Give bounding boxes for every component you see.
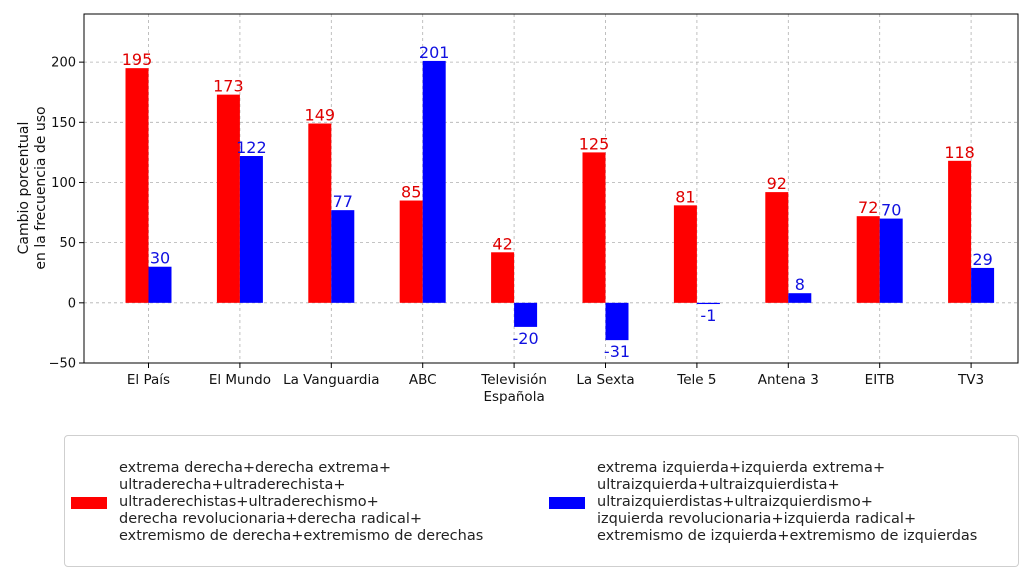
legend-label-line: extrema derecha+derecha extrema+ — [119, 460, 392, 476]
legend-label-line: ultraizquierdistas+ultraizquierdismo+ — [597, 494, 873, 510]
data-label: 149 — [305, 106, 336, 125]
data-label: 118 — [944, 143, 975, 162]
y-tick-label: 50 — [59, 236, 76, 251]
bar — [331, 210, 355, 303]
y-tick-label: 150 — [51, 116, 76, 131]
x-tick-label: EITB — [865, 372, 895, 388]
legend-label-blue: extrema izquierda+izquierda extrema+ ult… — [597, 460, 977, 545]
y-tick-label: 0 — [68, 296, 76, 311]
data-label: -20 — [513, 329, 539, 348]
y-axis-label-line: Cambio porcentual — [16, 122, 32, 255]
legend-label-line: derecha revolucionaria+derecha radical+ — [119, 511, 423, 527]
data-label: 77 — [333, 192, 353, 211]
x-axis: El País El Mundo La Vanguardia ABC Televisió… — [127, 363, 984, 405]
bar — [308, 123, 332, 303]
data-label: 122 — [236, 138, 267, 157]
data-label: 81 — [675, 187, 695, 206]
y-axis-label: Cambio porcentualen la frecuencia de uso — [16, 106, 49, 269]
legend-label-line: izquierda revolucionaria+izquierda radic… — [597, 511, 917, 527]
data-label: 29 — [972, 250, 992, 269]
bar-chart: −50 0 50 100 150 200 El País El Mundo La Vangua… — [16, 13, 1019, 405]
legend-label-red: extrema derecha+derecha extrema+ ultrade… — [119, 460, 483, 545]
legend-swatch-red — [71, 496, 107, 509]
bar — [239, 156, 263, 303]
bar — [971, 267, 995, 303]
bar — [399, 200, 423, 303]
data-label: 85 — [401, 183, 421, 202]
legend-swatch-blue — [549, 496, 585, 509]
legend-label-line: ultraderechistas+ultraderechismo+ — [119, 494, 379, 510]
data-label: 30 — [150, 249, 170, 268]
data-label: 72 — [858, 198, 878, 217]
bar — [879, 218, 903, 303]
x-tick-label: Española — [483, 389, 544, 405]
bar — [148, 266, 172, 303]
bar — [582, 152, 606, 303]
x-tick-label: ABC — [409, 372, 437, 388]
bar — [216, 94, 240, 303]
plot-frame — [83, 13, 1019, 364]
bar — [948, 160, 972, 303]
legend-entry-blue: extrema izquierda+izquierda extrema+ ult… — [549, 460, 977, 545]
bar — [765, 192, 789, 303]
bar — [788, 293, 812, 303]
legend-label-line: extrema izquierda+izquierda extrema+ — [597, 460, 886, 476]
bar — [696, 302, 720, 305]
x-tick-label: TV3 — [957, 372, 984, 388]
legend-entry-red: extrema derecha+derecha extrema+ ultrade… — [71, 460, 483, 545]
bar — [856, 216, 880, 303]
bar — [605, 302, 629, 341]
bar — [673, 205, 697, 303]
bar — [422, 60, 446, 303]
data-label: 125 — [579, 134, 610, 153]
x-tick-label: La Vanguardia — [283, 372, 379, 388]
legend: extrema derecha+derecha extrema+ ultrade… — [64, 435, 1019, 567]
data-label: 8 — [795, 275, 805, 294]
x-tick-label: Antena 3 — [758, 372, 819, 388]
data-label: 42 — [492, 234, 512, 253]
bars — [125, 60, 995, 341]
data-label: 195 — [122, 50, 153, 69]
legend-label-line: extremismo de izquierda+extremismo de iz… — [597, 528, 978, 544]
y-tick-label: 100 — [51, 176, 76, 191]
data-label: -31 — [604, 342, 630, 361]
x-tick-label: El País — [127, 372, 170, 388]
y-tick-label: 200 — [51, 56, 76, 71]
data-label: -1 — [700, 306, 716, 325]
legend-label-line: ultraizquierda+ultraizquierdista+ — [597, 477, 840, 493]
x-tick-label: El Mundo — [209, 372, 271, 388]
bar — [491, 252, 515, 303]
x-tick-label: Tele 5 — [676, 372, 716, 388]
legend-label-line: ultraderecha+ultraderechista+ — [119, 477, 346, 493]
data-label: 173 — [213, 77, 244, 96]
y-tick-label: −50 — [49, 357, 76, 372]
y-axis-label-line: en la frecuencia de uso — [33, 106, 49, 269]
data-label: 92 — [767, 174, 787, 193]
data-label: 70 — [881, 201, 901, 220]
legend-label-line: extremismo de derecha+extremismo de dere… — [119, 528, 484, 544]
x-tick-label: La Sexta — [576, 372, 634, 388]
y-axis: −50 0 50 100 150 200 — [49, 56, 84, 372]
bar — [125, 68, 149, 303]
x-tick-label: Televisión — [480, 372, 547, 388]
data-label: 201 — [419, 43, 450, 62]
bar — [514, 302, 538, 327]
data-labels: 195 173 149 85 42 125 81 92 72 118 30 122 77 201 -20 -3… — [122, 43, 993, 361]
